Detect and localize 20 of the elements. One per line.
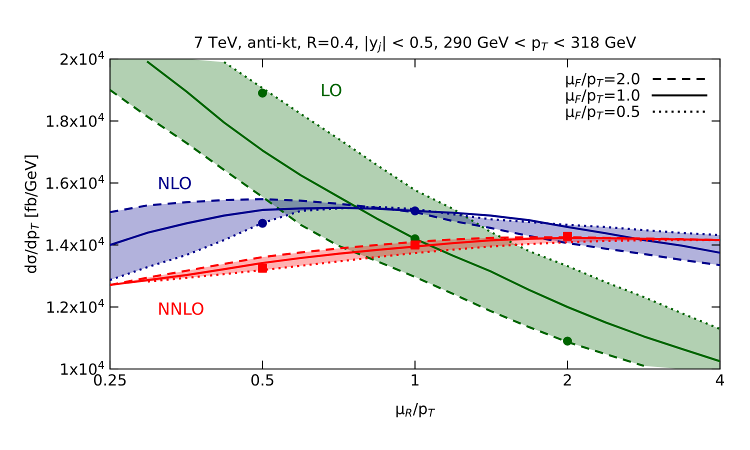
series-label: NNLO — [159, 302, 204, 315]
x-tick-label: 4 — [716, 374, 724, 386]
y-tick-label: 1.2x10$^{4}$ — [47, 299, 104, 313]
x-tick-label: 0.25 — [94, 374, 126, 386]
legend-label: μ$_{F}$/p$_{T}$=1.0 — [566, 89, 640, 104]
legend-label: μ$_{F}$/p$_{T}$=0.5 — [566, 106, 640, 120]
x-axis-title: μ$_{R}$/p$_{T}$ — [396, 402, 436, 418]
y-axis-title: dσ/dp$_{T}$ [fb/GeV] — [24, 155, 40, 274]
text: LO — [322, 84, 342, 96]
y-tick-label: 1.4x10$^{4}$ — [46, 237, 104, 251]
legend-label: μ$_{F}$/p$_{T}$=2.0 — [566, 72, 640, 88]
x-tick-label: 1 — [412, 374, 418, 386]
y-tick-label: 1.8x10$^{4}$ — [46, 113, 104, 127]
series-label: NLO — [159, 176, 191, 190]
x-tick-label: 2 — [564, 374, 571, 386]
x-tick-label: 0.5 — [251, 374, 274, 386]
y-tick-label: 1.6x10$^{4}$ — [46, 175, 104, 189]
y-tick-label: 1x10$^{4}$ — [61, 361, 104, 375]
y-tick-label: 2x10$^{4}$ — [60, 51, 104, 65]
chart-title: 7 TeV, anti-kt, R=0.4, |y$_{j}$| < 0.5, 290 GeV < p$_{T}$ < 318 GeV — [194, 36, 636, 53]
